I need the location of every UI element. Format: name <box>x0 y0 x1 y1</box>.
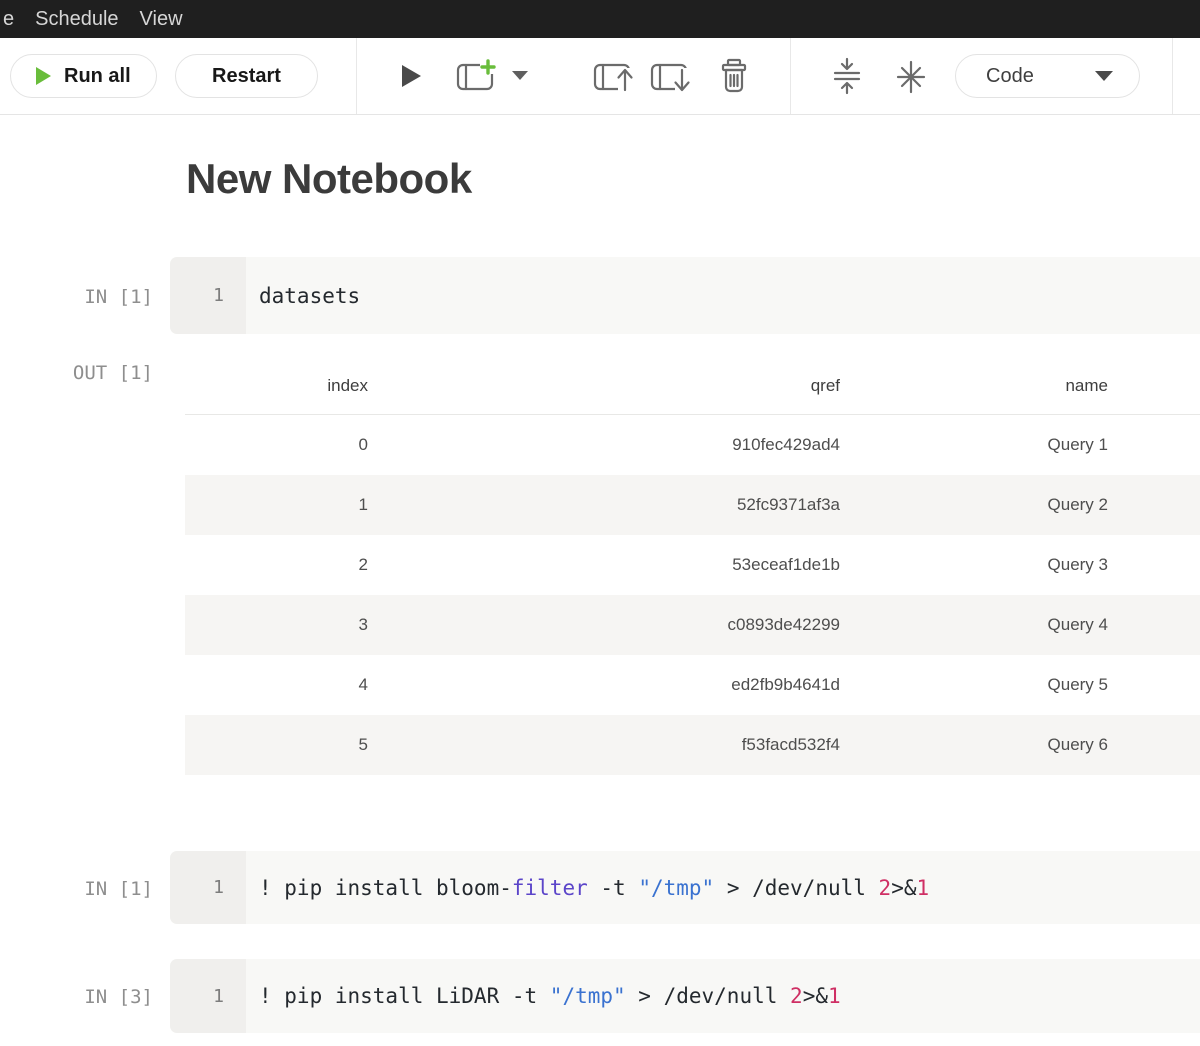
cell-in-label: IN [1] <box>84 878 153 900</box>
menu-item-view[interactable]: View <box>139 8 183 30</box>
code-token: ! pip install bloom- <box>259 875 512 900</box>
table-cell: Query 4 <box>1047 615 1108 634</box>
code-token: -t <box>587 875 639 900</box>
cell-in-label: IN [1] <box>84 286 153 308</box>
table-cell: 4 <box>358 675 368 694</box>
table-row: 5 f53facd532f4 Query 6 <box>185 715 1200 775</box>
toolbar-divider <box>790 38 791 114</box>
table-cell: Query 1 <box>1047 435 1108 454</box>
table-header-row: index qref name <box>185 357 1200 415</box>
code-cell: 1 ! pip install bloom-filter -t "/tmp" >… <box>170 851 1200 924</box>
table-cell: 0 <box>358 435 368 454</box>
table-cell: Query 5 <box>1047 675 1108 694</box>
table-row: 4 ed2fb9b4641d Query 5 <box>185 655 1200 715</box>
output-table: index qref name 0 910fec429ad4 Query 1 1 52fc9… <box>185 357 1200 775</box>
collapse-cells-button[interactable] <box>826 55 868 97</box>
table-cell: ed2fb9b4641d <box>731 675 840 694</box>
table-cell: c0893de42299 <box>727 615 840 634</box>
restart-button[interactable]: Restart <box>175 54 318 98</box>
line-number: 1 <box>213 285 224 306</box>
line-number-gutter: 1 <box>170 959 246 1033</box>
code-token: 1 <box>827 984 841 1008</box>
code-token: "/tmp" <box>549 984 626 1008</box>
code-token: ! pip install LiDAR -t <box>259 984 550 1008</box>
code-editor[interactable]: ! pip install LiDAR -t "/tmp" > /dev/nul… <box>246 959 1200 1033</box>
cell-type-dropdown[interactable]: Code <box>955 54 1140 98</box>
run-cell-icon[interactable] <box>402 65 421 87</box>
table-cell: 52fc9371af3a <box>736 495 840 514</box>
menu-bar: e Schedule View <box>0 0 1200 38</box>
code-token: > /dev/null <box>625 984 791 1008</box>
chevron-down-icon <box>512 71 528 80</box>
code-editor[interactable]: datasets <box>246 257 1200 334</box>
table-cell: 1 <box>358 495 368 514</box>
code-cell: 1 ! pip install LiDAR -t "/tmp" > /dev/n… <box>170 959 1200 1033</box>
toolbar: Run all Restart <box>0 38 1200 115</box>
line-number: 1 <box>213 877 224 898</box>
play-triangle-icon <box>402 65 421 87</box>
code-token: >& <box>802 984 828 1008</box>
page-title[interactable]: New Notebook <box>186 155 472 202</box>
add-cell-button[interactable] <box>455 59 497 93</box>
table-cell: Query 2 <box>1047 495 1108 514</box>
code-token: "/tmp" <box>638 875 715 900</box>
move-cell-up-icon <box>593 63 638 94</box>
line-number-gutter: 1 <box>170 851 246 924</box>
move-cell-up-button[interactable] <box>592 58 638 94</box>
table-row: 1 52fc9371af3a Query 2 <box>185 475 1200 535</box>
table-row: 0 910fec429ad4 Query 1 <box>185 415 1200 475</box>
code-cell: 1 datasets <box>170 257 1200 334</box>
format-button[interactable] <box>892 58 930 96</box>
format-asterisk-icon <box>896 60 926 94</box>
table-cell: Query 6 <box>1047 735 1108 754</box>
table-row: 3 c0893de42299 Query 4 <box>185 595 1200 655</box>
code-editor[interactable]: ! pip install bloom-filter -t "/tmp" > /… <box>246 851 1200 924</box>
line-number-gutter: 1 <box>170 257 246 334</box>
table-cell: f53facd532f4 <box>741 735 840 754</box>
restart-label: Restart <box>212 64 281 87</box>
column-header-index: index <box>327 375 368 395</box>
code-token: 2 <box>790 984 803 1008</box>
play-icon <box>36 67 51 85</box>
delete-cell-button[interactable] <box>716 58 752 94</box>
code-token: >& <box>891 875 917 900</box>
code-token: 2 <box>878 875 892 900</box>
column-header-name: name <box>1065 375 1108 395</box>
table-cell: 5 <box>358 735 368 754</box>
chevron-down-icon <box>1095 71 1113 81</box>
delete-cell-icon <box>721 58 747 93</box>
run-all-button[interactable]: Run all <box>10 54 157 98</box>
add-cell-icon <box>456 59 497 91</box>
table-row: 2 53eceaf1de1b Query 3 <box>185 535 1200 595</box>
code-token: datasets <box>259 283 361 308</box>
move-cell-down-icon <box>650 63 695 94</box>
toolbar-divider <box>1172 38 1173 114</box>
run-all-label: Run all <box>64 64 131 87</box>
move-cell-down-button[interactable] <box>649 58 695 94</box>
column-header-qref: qref <box>810 375 840 395</box>
table-cell: 910fec429ad4 <box>732 435 840 454</box>
collapse-cells-icon <box>833 57 861 95</box>
table-cell: Query 3 <box>1047 555 1108 574</box>
code-token: > /dev/null <box>714 875 879 900</box>
menu-item-schedule[interactable]: Schedule <box>35 8 119 30</box>
line-number: 1 <box>213 985 224 1007</box>
menu-item-partial[interactable]: e <box>3 8 15 30</box>
cell-type-value: Code <box>986 64 1034 87</box>
code-token: 1 <box>916 875 930 900</box>
toolbar-divider <box>356 38 357 114</box>
add-cell-menu-caret[interactable] <box>512 71 528 80</box>
cell-in-label: IN [3] <box>84 986 153 1008</box>
table-cell: 53eceaf1de1b <box>732 555 840 574</box>
code-token: filter <box>511 875 588 900</box>
cell-out-label: OUT [1] <box>72 362 153 384</box>
table-cell: 2 <box>358 555 368 574</box>
table-cell: 3 <box>358 615 368 634</box>
